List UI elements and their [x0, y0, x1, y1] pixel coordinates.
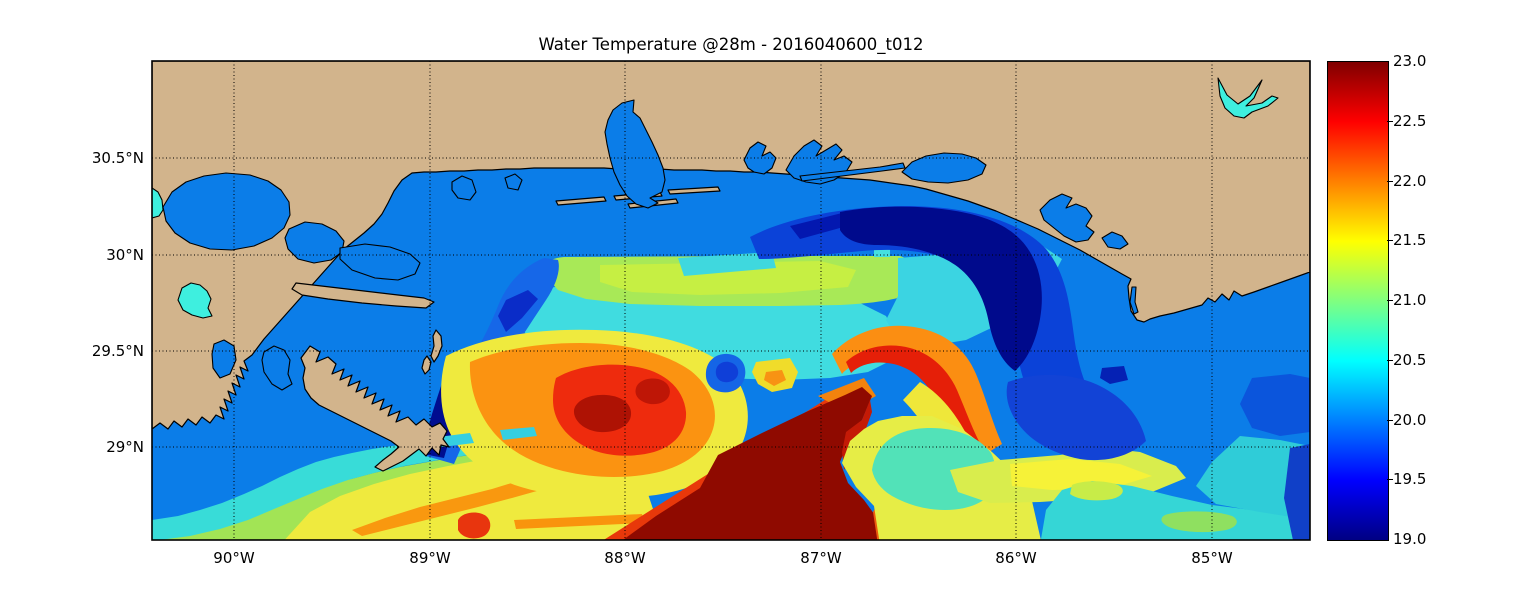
water-cape-lagoon-sliver: [1129, 286, 1139, 315]
land-barrier-island-3: [667, 186, 721, 195]
water-lake-borgne: [284, 221, 345, 264]
x-tick-label: 86°W: [995, 549, 1037, 567]
field-eddy-darkred-2: [635, 378, 670, 405]
field-se-eddy-navy-speck: [1100, 366, 1128, 384]
field-orange-streak: [514, 514, 644, 529]
field-green-fleck-1: [1161, 511, 1237, 533]
colorbar-tick-label: 20.5: [1393, 351, 1427, 369]
water-biloxi-inlet: [504, 173, 523, 191]
water-choctawhatchee-bay: [901, 152, 987, 184]
field-se-eddy-blue-patch: [1006, 374, 1146, 461]
field-cold-speck-core: [715, 361, 739, 383]
field-mid-orange-patch: [764, 370, 786, 386]
colorbar-tick-mark: [1387, 120, 1393, 122]
water-st-andrew-bays: [1039, 193, 1095, 243]
field-shelf-front-core: [600, 261, 856, 295]
water-small-inlet-east: [1101, 231, 1129, 250]
field-warm-tail-red-spot: [458, 512, 491, 539]
colorbar-tick-mark: [1387, 180, 1393, 182]
map-layers: [152, 61, 1310, 540]
colorbar-tick-label: 21.5: [1393, 231, 1427, 249]
x-tick-label: 88°W: [604, 549, 646, 567]
plot-frame: [151, 60, 1311, 541]
chart-title: Water Temperature @28m - 2016040600_t012: [538, 35, 924, 54]
colorbar-tick-mark: [1387, 419, 1393, 421]
water-st-louis-bay: [451, 175, 477, 201]
colorbar-tick-label: 19.5: [1393, 470, 1427, 488]
field-plume-darkred-fin: [622, 387, 880, 540]
colorbar-tick-mark: [1387, 299, 1393, 301]
field-green-fleck-2: [1070, 481, 1123, 501]
lake-lake-salvador: [177, 282, 213, 319]
lake-bird-lake-east: [1217, 77, 1279, 119]
land-barrier-island-1: [555, 196, 607, 206]
x-tick-label: 87°W: [800, 549, 842, 567]
x-tick-label: 90°W: [213, 549, 255, 567]
water-marsh-bay-2: [261, 345, 293, 391]
field-cyan-gap-band: [678, 252, 776, 276]
lake-lake-maurepas: [152, 187, 164, 219]
gridlines: [152, 61, 1310, 540]
colorbar-tick-mark: [1387, 359, 1393, 361]
land-land-finger: [291, 282, 435, 309]
field-right-blue-column: [1284, 444, 1310, 540]
colorbar-tick-label: 22.5: [1393, 112, 1427, 130]
colorbar-tick-mark: [1387, 478, 1393, 480]
water-sound-passage: [339, 243, 421, 281]
colorbar-tick-mark: [1387, 239, 1393, 241]
colorbar-tick-label: 19.0: [1393, 530, 1427, 548]
colorbar-tick-label: 22.0: [1393, 172, 1427, 190]
field-shelf-cyan-band: [152, 427, 584, 540]
water-perdido-bay: [743, 141, 777, 175]
land-mississippi-delta: [300, 345, 450, 472]
land-chandeleur-island-1: [430, 329, 443, 363]
water-mobile-bay: [604, 99, 666, 209]
field-right-cyan-region: [1196, 436, 1310, 520]
field-yellow-tongue-core: [1010, 459, 1152, 490]
field-eddy-darkred-1: [573, 394, 632, 433]
y-tick-label: 30.5°N: [91, 149, 144, 167]
water-marsh-bay-1: [211, 339, 237, 379]
y-tick-label: 29°N: [106, 438, 144, 456]
x-tick-label: 85°W: [1191, 549, 1233, 567]
colorbar-tick-label: 21.0: [1393, 291, 1427, 309]
field-ne-eddy-navy-core: [840, 206, 1042, 371]
land-chandeleur-island-2: [421, 355, 432, 375]
x-tick-label: 89°W: [409, 549, 451, 567]
field-west-filament-upper: [498, 290, 538, 332]
colorbar: [1327, 61, 1389, 541]
field-right-edge-blue-patch: [1240, 374, 1310, 436]
water-lake-pontchartrain: [162, 172, 291, 251]
y-tick-label: 30°N: [106, 246, 144, 264]
y-tick-label: 29.5°N: [91, 342, 144, 360]
water-santa-rosa-sound: [799, 162, 906, 182]
field-cyan-speck-2: [500, 427, 537, 440]
colorbar-tick-label: 20.0: [1393, 411, 1427, 429]
colorbar-tick-label: 23.0: [1393, 52, 1427, 70]
